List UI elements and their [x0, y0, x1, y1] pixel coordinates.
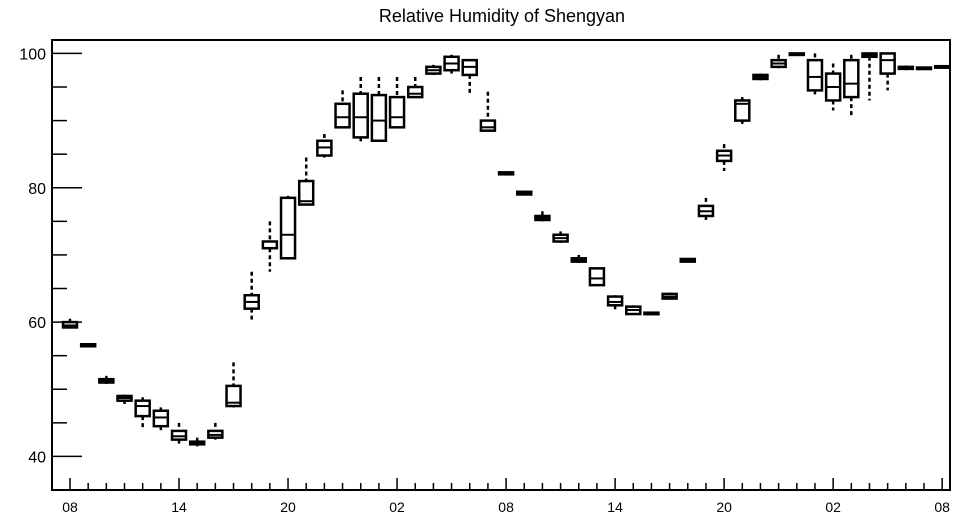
box-plot [370, 76, 388, 142]
box-plot [752, 73, 769, 81]
box-plot [425, 64, 442, 75]
box-plot [643, 311, 660, 316]
box-plot [243, 271, 260, 323]
box-body [170, 429, 188, 441]
box-plot [588, 267, 606, 287]
x-tick-label: 08 [62, 499, 78, 515]
x-tick-label: 14 [607, 499, 623, 515]
plot-frame [51, 39, 951, 491]
box-body [879, 52, 896, 75]
box-body [843, 58, 860, 99]
box-plot [279, 195, 297, 260]
box-plot [879, 52, 896, 91]
box-plot [806, 53, 824, 98]
box-plot [897, 65, 915, 71]
box-plot [788, 52, 806, 57]
x-tick-label: 08 [934, 499, 950, 515]
x-tick-label: 20 [280, 499, 296, 515]
box-plot [497, 171, 515, 176]
box-plot [352, 76, 369, 145]
box-plot [625, 305, 642, 316]
box-body [388, 95, 406, 129]
box-plot [933, 64, 951, 69]
box-plot [443, 54, 460, 74]
box-plot [170, 422, 188, 447]
y-tick-label: 40 [28, 449, 46, 466]
box-plot [261, 221, 279, 272]
y-tick-label: 80 [28, 181, 46, 198]
box-plot [225, 362, 242, 408]
box-plot [134, 397, 151, 430]
box-plot [661, 292, 678, 300]
box-body [806, 58, 824, 92]
box-body [152, 409, 170, 428]
box-plot [388, 76, 406, 129]
box-body [334, 102, 351, 129]
x-tick-label: 20 [716, 499, 732, 515]
chart-title: Relative Humidity of Shengyan [379, 6, 625, 26]
box-plot [843, 54, 860, 116]
x-tick-label: 08 [498, 499, 514, 515]
x-axis: 08 14 20 02 08 14 20 02 08 [62, 478, 950, 515]
box-plot [152, 407, 170, 433]
box-plot [570, 254, 588, 263]
box-body [134, 399, 151, 418]
box-plot [316, 134, 333, 158]
box-plot [406, 76, 424, 99]
box-plot [116, 394, 133, 405]
box-plot [98, 375, 115, 384]
x-tick-label: 02 [825, 499, 841, 515]
box-plot [606, 295, 624, 313]
box-plot [534, 211, 551, 222]
box-plot [770, 54, 787, 69]
y-axis: 40 60 80 100 [19, 46, 82, 491]
box-plot [715, 144, 733, 171]
box-body [479, 119, 497, 132]
box-body [225, 384, 242, 408]
box-body [370, 93, 388, 142]
box-plot [334, 90, 351, 129]
y-tick-label: 60 [28, 315, 46, 332]
box-plot [679, 257, 697, 263]
box-plot [461, 58, 478, 96]
box-plot [207, 422, 224, 440]
box-body [734, 99, 751, 122]
box-series [61, 52, 951, 447]
box-body [261, 240, 279, 250]
box-plot [516, 190, 533, 196]
box-plot [861, 52, 878, 101]
box-plot [697, 197, 715, 220]
x-tick-label: 02 [389, 499, 405, 515]
box-plot [824, 63, 842, 111]
x-tick-label: 14 [171, 499, 187, 515]
box-body [279, 196, 297, 260]
box-body [352, 92, 369, 139]
box-plot [479, 91, 497, 132]
y-tick-label: 100 [19, 46, 46, 63]
box-body [606, 295, 624, 307]
box-plot [552, 231, 569, 243]
box-plot [188, 437, 206, 447]
box-plot [61, 318, 79, 329]
box-plot [915, 66, 933, 71]
box-body [297, 179, 315, 206]
box-plot [79, 343, 97, 348]
box-body [588, 267, 606, 287]
box-plot [297, 157, 315, 206]
box-plot [734, 97, 751, 124]
box-body [406, 85, 424, 99]
